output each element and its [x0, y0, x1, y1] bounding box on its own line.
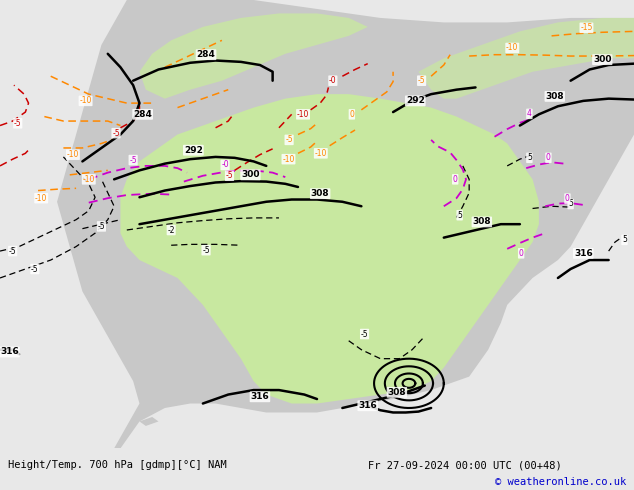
- Text: -10: -10: [297, 110, 309, 119]
- Text: -5: -5: [9, 246, 16, 256]
- Text: 0: 0: [546, 153, 551, 162]
- Text: Fr 27-09-2024 00:00 UTC (00+48): Fr 27-09-2024 00:00 UTC (00+48): [368, 460, 562, 470]
- Polygon shape: [57, 0, 634, 448]
- Text: © weatheronline.co.uk: © weatheronline.co.uk: [495, 477, 626, 487]
- Text: 300: 300: [593, 55, 612, 64]
- Text: 0: 0: [349, 110, 354, 119]
- Text: -0: -0: [329, 76, 337, 85]
- Text: -10: -10: [506, 44, 519, 52]
- Polygon shape: [139, 13, 368, 98]
- Text: -5: -5: [202, 245, 210, 255]
- Text: -10: -10: [82, 175, 95, 184]
- Text: 316: 316: [574, 249, 593, 258]
- Text: 0: 0: [519, 249, 524, 258]
- Text: -2: -2: [167, 225, 175, 235]
- Text: 0: 0: [453, 175, 458, 184]
- Text: -5: -5: [226, 171, 233, 180]
- Text: 5: 5: [527, 153, 532, 162]
- Text: 308: 308: [311, 189, 330, 198]
- Text: 284: 284: [197, 50, 216, 59]
- Text: 308: 308: [472, 218, 491, 226]
- Text: 292: 292: [184, 146, 203, 155]
- Text: -5: -5: [14, 119, 22, 128]
- Text: -10: -10: [282, 155, 295, 164]
- Text: -10: -10: [67, 150, 79, 159]
- Text: -5: -5: [418, 76, 425, 85]
- Text: 300: 300: [241, 171, 260, 179]
- Text: -15: -15: [580, 24, 593, 32]
- Polygon shape: [418, 18, 634, 98]
- Text: -10: -10: [35, 194, 48, 203]
- Text: Height/Temp. 700 hPa [gdmp][°C] NAM: Height/Temp. 700 hPa [gdmp][°C] NAM: [8, 460, 226, 470]
- Text: 316: 316: [250, 392, 269, 401]
- Text: -5: -5: [129, 155, 137, 165]
- Text: -0: -0: [221, 161, 229, 170]
- Text: 4: 4: [527, 109, 532, 119]
- Text: 308: 308: [387, 388, 406, 397]
- Text: 316: 316: [0, 347, 19, 356]
- Polygon shape: [139, 417, 158, 426]
- Text: -5: -5: [98, 222, 105, 231]
- Text: 308: 308: [545, 92, 564, 101]
- Text: 5: 5: [568, 199, 573, 209]
- Text: 5: 5: [622, 235, 627, 245]
- Text: -10: -10: [314, 149, 327, 158]
- Text: 0: 0: [565, 194, 570, 203]
- Text: -10: -10: [79, 97, 92, 105]
- Text: 292: 292: [406, 97, 425, 105]
- Text: 316: 316: [358, 401, 377, 410]
- Text: -5: -5: [31, 265, 39, 273]
- Text: -5: -5: [361, 329, 368, 339]
- Text: 284: 284: [133, 110, 152, 119]
- Text: -5: -5: [285, 135, 293, 145]
- Text: -5: -5: [112, 129, 120, 138]
- Text: 5: 5: [457, 211, 462, 220]
- Polygon shape: [120, 94, 539, 404]
